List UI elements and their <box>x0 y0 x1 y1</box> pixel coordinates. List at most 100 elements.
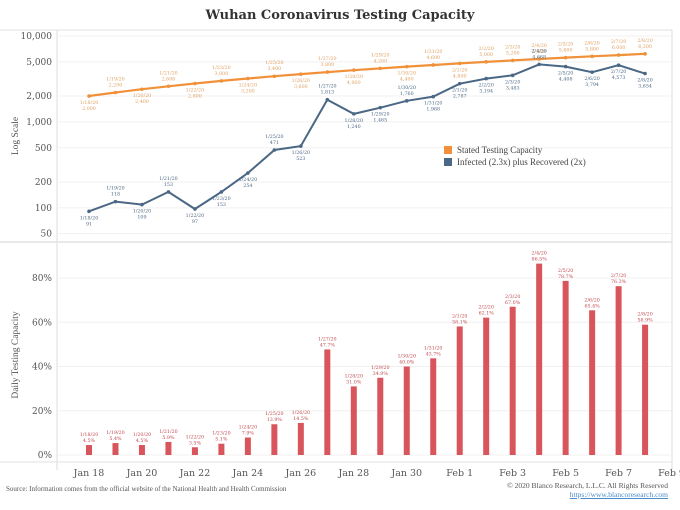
x-tick-label: Feb 7 <box>605 468 632 479</box>
infected-point <box>378 105 383 110</box>
point-date-label: 2/7/20 <box>611 69 626 75</box>
bar <box>403 366 410 455</box>
bar-value-label: 5.1% <box>215 437 228 443</box>
bottom-y-tick-label: 40% <box>32 363 52 373</box>
bar-date-label: 1/23/20 <box>212 431 231 437</box>
x-tick-label: Feb 3 <box>499 468 526 479</box>
point-value-label: 3,654 <box>638 84 652 90</box>
point-date-label: 1/19/20 <box>106 186 125 192</box>
stated-capacity-point <box>616 53 621 57</box>
point-value-label: 4,400 <box>400 77 414 83</box>
point-date-label: 1/25/20 <box>265 134 284 140</box>
bar <box>86 445 92 455</box>
top-y-tick-label: 2,000 <box>26 92 52 102</box>
point-value-label: 254 <box>243 183 252 189</box>
infected-point <box>219 190 224 194</box>
point-date-label: 1/29/20 <box>371 112 390 118</box>
infected-line <box>88 63 646 213</box>
bottom-y-tick-label: 80% <box>32 274 52 284</box>
bar <box>165 441 172 455</box>
point-value-label: 4,668 <box>532 54 546 60</box>
infected-point <box>246 171 250 175</box>
x-tick-label: Jan 28 <box>337 468 369 479</box>
point-date-label: 2/4/20 <box>531 48 546 54</box>
stated-capacity-point <box>246 76 250 81</box>
infected-point <box>352 112 356 116</box>
bar-value-label: 34.9% <box>373 371 389 377</box>
x-tick-label: Jan 22 <box>179 468 211 479</box>
x-tick-label: Jan 26 <box>284 468 316 479</box>
point-date-label: 1/18/20 <box>80 215 99 221</box>
x-tick-label: Feb 1 <box>446 468 473 479</box>
point-value-label: 4,800 <box>453 73 467 79</box>
bar-value-label: 13.9% <box>267 417 283 423</box>
infected-point <box>140 202 144 207</box>
stated-capacity-point <box>590 54 594 59</box>
point-value-label: 3,600 <box>294 84 308 90</box>
point-date-label: 1/26/20 <box>292 150 311 156</box>
point-value-label: 4,000 <box>347 80 361 86</box>
bar-value-label: 43.7% <box>426 351 442 357</box>
bar-value-label: 4.5% <box>83 438 96 444</box>
x-tick-label: Jan 18 <box>73 468 105 479</box>
point-value-label: 153 <box>164 182 173 188</box>
point-date-label: 1/24/20 <box>239 177 258 183</box>
bar <box>536 263 543 455</box>
top-y-tick-label: 200 <box>35 178 52 188</box>
point-date-label: 2/7/20 <box>611 39 626 45</box>
point-date-label: 1/31/20 <box>424 101 443 107</box>
point-value-label: 5,800 <box>585 46 599 52</box>
bar-date-label: 1/25/20 <box>265 411 284 417</box>
point-value-label: 4,200 <box>373 58 387 64</box>
point-date-label: 2/2/20 <box>478 46 493 52</box>
point-date-label: 1/27/20 <box>318 84 337 90</box>
infected-point <box>457 81 462 86</box>
point-date-label: 1/20/20 <box>133 209 152 215</box>
point-value-label: 1,813 <box>320 90 334 96</box>
point-date-label: 2/6/20 <box>584 40 599 46</box>
point-value-label: 4,408 <box>559 77 573 83</box>
stated-capacity-point <box>113 90 118 95</box>
legend-swatch-blue <box>444 158 452 166</box>
point-date-label: 1/22/20 <box>186 213 205 219</box>
bar-date-label: 1/20/20 <box>133 432 152 438</box>
bar-value-label: 58.9% <box>637 318 653 324</box>
stated-capacity-point <box>404 64 409 69</box>
point-date-label: 2/3/20 <box>505 79 520 85</box>
source-note: Source: Information comes from the offic… <box>6 485 287 493</box>
point-date-label: 1/22/20 <box>186 87 205 93</box>
bar <box>138 445 145 455</box>
bar-value-label: 31.0% <box>346 379 362 385</box>
point-date-label: 1/23/20 <box>212 196 231 202</box>
bar-value-label: 5.9% <box>162 435 175 441</box>
infected-point <box>166 190 171 194</box>
point-value-label: 3,200 <box>241 89 255 95</box>
bar-value-label: 47.7% <box>320 342 336 348</box>
bottom-y-tick-label: 60% <box>32 318 52 328</box>
point-value-label: 5,200 <box>506 50 520 56</box>
point-value-label: 1,240 <box>347 124 361 130</box>
legend-item-infected: Infected (2.3x) plus Recovered (2x) <box>444 156 586 168</box>
point-value-label: 1,968 <box>426 107 440 113</box>
infected-point <box>643 71 647 76</box>
legend-label: Stated Testing Capacity <box>457 145 543 155</box>
point-date-label: 1/21/20 <box>159 176 178 182</box>
infected-point <box>563 64 568 69</box>
bar-value-label: 4.5% <box>136 438 149 444</box>
bar <box>271 424 278 455</box>
bar-value-label: 58.1% <box>452 319 468 325</box>
point-value-label: 1,465 <box>373 118 387 124</box>
legend-swatch-orange <box>444 146 452 154</box>
stated-capacity-point <box>352 68 356 72</box>
bar <box>642 324 649 455</box>
bar <box>191 447 198 455</box>
infected-point <box>537 62 541 67</box>
x-tick-label: Jan 20 <box>126 468 158 479</box>
bar-date-label: 1/18/20 <box>80 432 99 438</box>
point-date-label: 2/8/20 <box>637 78 652 84</box>
website-link[interactable]: https://www.blancoresearch.com <box>569 490 668 499</box>
bar-date-label: 1/30/20 <box>398 354 417 360</box>
bottom-y-tick-label: 20% <box>32 407 52 417</box>
infected-point <box>193 207 197 211</box>
